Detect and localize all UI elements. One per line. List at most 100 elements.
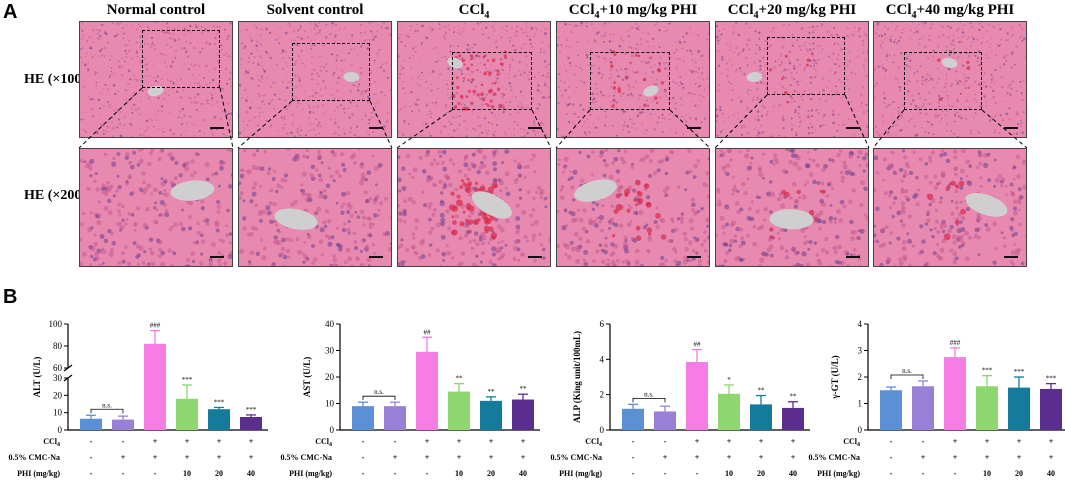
column-title-base: CCl	[885, 2, 912, 18]
treatment-value: -	[90, 453, 93, 462]
treatment-row-label: 0.5% CMC-Na	[8, 453, 60, 462]
significance-label: ###	[950, 339, 961, 347]
y-tick-label: 10	[53, 408, 63, 418]
treatment-value: 20	[1015, 469, 1023, 478]
treatment-row-label: 0.5% CMC-Na	[808, 453, 860, 462]
y-axis-label: AST (U/L)	[302, 357, 312, 398]
treatment-value: -	[122, 469, 125, 478]
treatment-value: 40	[247, 469, 255, 478]
y-tick-label: 20	[53, 390, 63, 400]
bar-2	[654, 411, 676, 430]
treatment-value: -	[394, 469, 397, 478]
y-tick-label: 4	[858, 319, 863, 329]
row-label-he100: HE (×100)	[24, 72, 87, 87]
treatment-value: +	[425, 453, 430, 462]
bar-5	[480, 400, 502, 430]
micrograph-he200-1	[79, 148, 233, 267]
bar-6	[1040, 388, 1062, 430]
treatment-value: +	[695, 453, 700, 462]
y-tick-label: 30	[325, 346, 335, 356]
micrograph-he200-3	[397, 148, 551, 267]
scale-bar	[687, 256, 701, 258]
treatment-value: +	[921, 453, 926, 462]
chart-ast: 0 10 20 30 40 AST (U/L) ## ** ** ** n.s. CCl4 - - + + + +…	[280, 318, 540, 478]
bar-1	[80, 418, 102, 430]
treatment-value: 10	[183, 469, 191, 478]
treatment-value: +	[791, 437, 796, 446]
treatment-value: 20	[487, 469, 495, 478]
bar-2	[112, 419, 134, 430]
treatment-value: -	[954, 469, 957, 478]
column-title-base: Solvent control	[266, 2, 364, 18]
treatment-value: -	[922, 469, 925, 478]
scale-bar	[369, 256, 383, 258]
treatment-value: -	[890, 437, 893, 446]
significance-label: ***	[182, 376, 193, 384]
bar-2	[912, 386, 934, 430]
column-title-rest: +40 mg/kg PHI	[916, 2, 1015, 18]
bar-5	[208, 409, 230, 430]
significance-label: ***	[246, 406, 257, 414]
bar-1	[352, 406, 374, 430]
treatment-row-label: PHI (mg/kg)	[17, 469, 60, 478]
significance-label: **	[488, 388, 496, 396]
treatment-value: -	[890, 469, 893, 478]
treatment-value: +	[1017, 437, 1022, 446]
y-tick-label: 2	[858, 372, 863, 382]
treatment-value: +	[457, 453, 462, 462]
treatment-value: 10	[983, 469, 991, 478]
treatment-value: +	[425, 437, 430, 446]
treatment-value: +	[457, 437, 462, 446]
significance-label: ***	[1046, 375, 1057, 383]
y-tick-label: 0	[600, 425, 605, 435]
scale-bar	[846, 256, 860, 258]
ns-label: n.s.	[902, 367, 912, 375]
treatment-value: -	[362, 437, 365, 446]
column-title-3: CCl4	[395, 2, 553, 21]
treatment-value: +	[521, 437, 526, 446]
significance-label: *	[727, 376, 731, 384]
scale-bar	[1004, 256, 1018, 258]
column-title-5: CCl4+20 mg/kg PHI	[713, 2, 871, 21]
chart-alt: 0 10 20 30 60 80 100 ALT (U/L) ### *** *** *** n.s. C…	[8, 318, 268, 478]
y-tick-label: 20	[325, 372, 335, 382]
treatment-value: +	[953, 453, 958, 462]
treatment-value: -	[632, 469, 635, 478]
scale-bar	[210, 127, 224, 129]
y-tick-label: 10	[325, 399, 335, 409]
y-axis-label: ALP (King unit/100mL)	[572, 331, 582, 423]
y-axis-label: γ-GT (U/L)	[830, 355, 840, 399]
ns-bracket	[90, 408, 124, 414]
y-tick-label: 4	[600, 354, 605, 364]
bar-4	[718, 393, 740, 430]
treatment-value: -	[664, 469, 667, 478]
treatment-row-label: PHI (mg/kg)	[817, 469, 860, 478]
treatment-value: -	[922, 437, 925, 446]
micrograph-he200-6	[873, 148, 1027, 267]
significance-label: **	[790, 393, 798, 401]
treatment-value: 10	[725, 469, 733, 478]
significance-label: ***	[982, 367, 993, 375]
treatment-row-label: CCl4	[43, 437, 60, 448]
panel-a-letter: A	[3, 1, 18, 23]
treatment-value: +	[153, 437, 158, 446]
treatment-row-label: CCl4	[843, 437, 860, 448]
ns-bracket	[632, 397, 666, 403]
treatment-row-label: CCl4	[585, 437, 602, 448]
treatment-value: -	[394, 437, 397, 446]
ns-label: n.s.	[102, 401, 112, 409]
panel-b-letter: B	[3, 286, 18, 308]
column-title-base: CCl	[458, 2, 485, 18]
bar-1	[622, 408, 644, 430]
treatment-value: -	[362, 453, 365, 462]
treatment-value: +	[1049, 453, 1054, 462]
column-title-rest: +10 mg/kg PHI	[599, 2, 698, 18]
chart-ggt: 0 1 2 3 4 γ-GT (U/L) ### *** *** *** n.s. CCl4 - - + + +…	[808, 318, 1065, 478]
treatment-value: +	[663, 453, 668, 462]
treatment-row-label: CCl4	[315, 437, 332, 448]
treatment-value: +	[185, 437, 190, 446]
treatment-row-label: 0.5% CMC-Na	[550, 453, 602, 462]
bar-6	[240, 417, 262, 430]
scale-bar	[1004, 127, 1018, 129]
treatment-value: -	[154, 469, 157, 478]
